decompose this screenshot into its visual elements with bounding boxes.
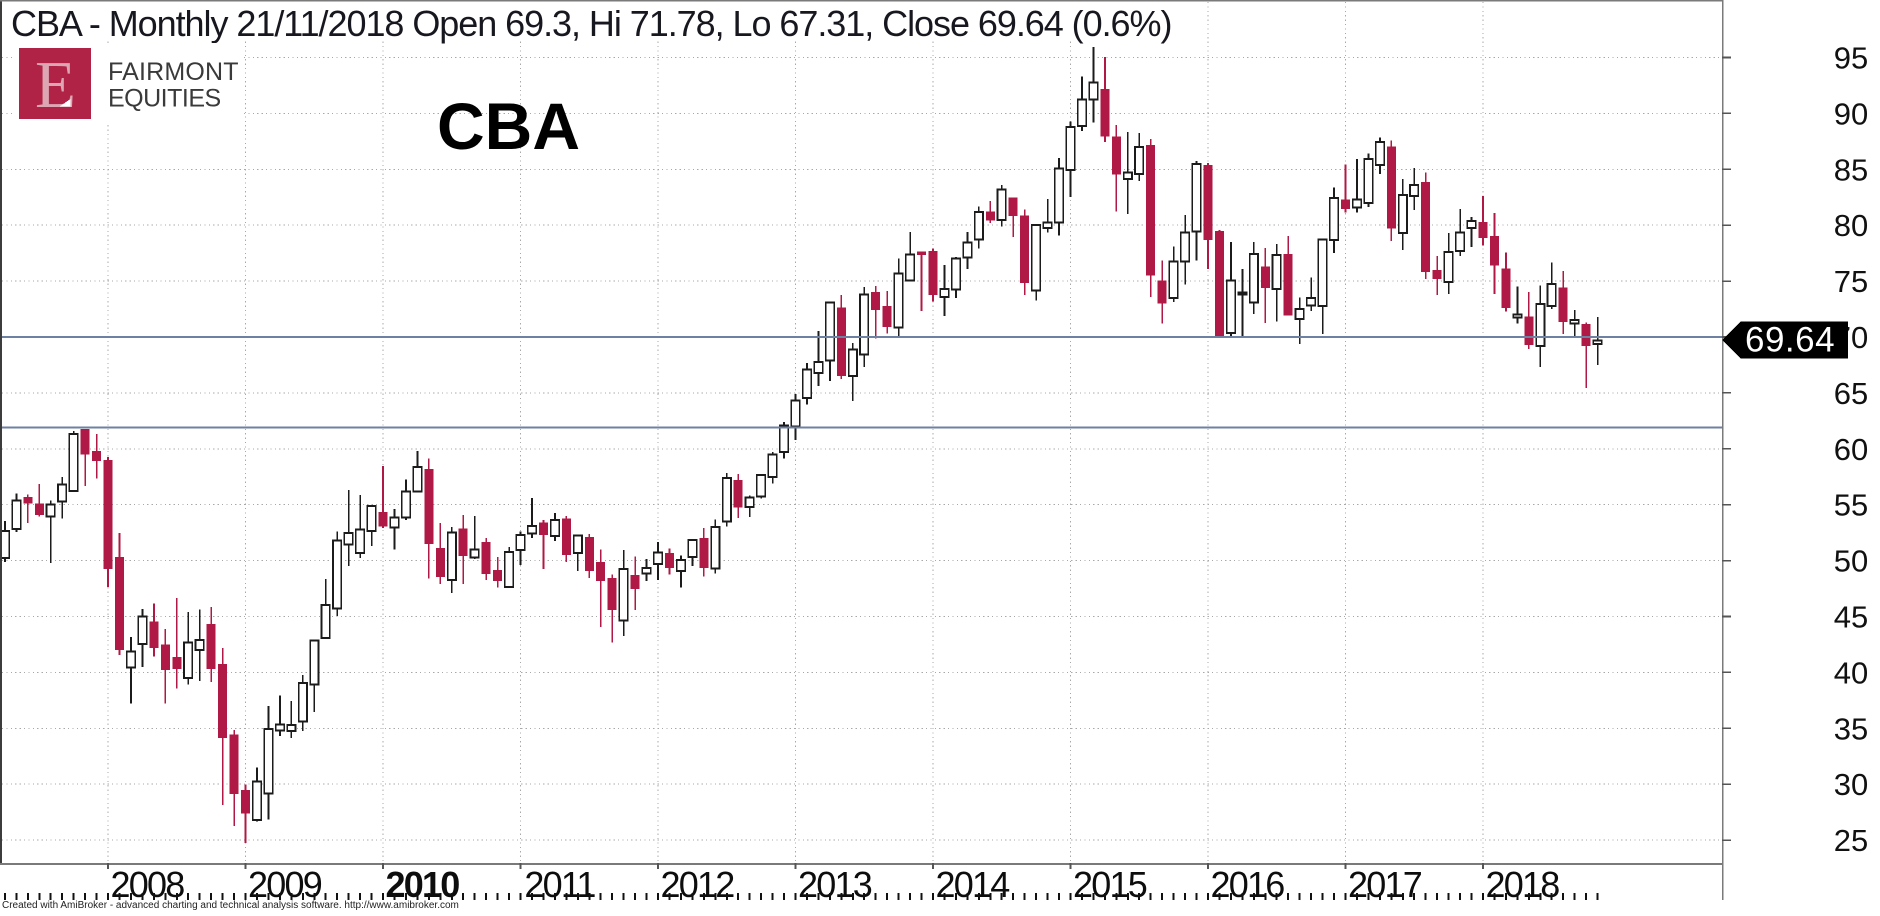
- svg-text:80: 80: [1834, 208, 1868, 243]
- svg-text:2013: 2013: [798, 864, 872, 905]
- svg-text:EQUITIES: EQUITIES: [108, 85, 221, 113]
- svg-text:40: 40: [1834, 655, 1868, 690]
- svg-text:CBA - Monthly 21/11/2018 Open: CBA - Monthly 21/11/2018 Open 69.3, Hi 7…: [11, 3, 1171, 44]
- svg-text:2018: 2018: [1486, 864, 1560, 905]
- svg-text:60: 60: [1834, 432, 1868, 467]
- svg-text:75: 75: [1834, 264, 1868, 299]
- svg-text:35: 35: [1834, 711, 1868, 746]
- svg-text:2011: 2011: [524, 864, 595, 905]
- svg-text:Created with AmiBroker - advan: Created with AmiBroker - advanced charti…: [2, 900, 459, 911]
- svg-text:2015: 2015: [1073, 864, 1147, 905]
- svg-text:2016: 2016: [1211, 864, 1285, 905]
- svg-text:55: 55: [1834, 488, 1868, 523]
- svg-text:CBA: CBA: [437, 89, 580, 163]
- svg-text:2008: 2008: [111, 864, 185, 905]
- svg-text:45: 45: [1834, 600, 1868, 635]
- svg-text:25: 25: [1834, 823, 1868, 858]
- svg-text:85: 85: [1834, 152, 1868, 187]
- svg-text:65: 65: [1834, 376, 1868, 411]
- svg-text:50: 50: [1834, 544, 1868, 579]
- svg-text:E: E: [35, 48, 76, 122]
- svg-text:69.64: 69.64: [1745, 321, 1835, 360]
- svg-text:2010: 2010: [386, 864, 460, 905]
- svg-text:90: 90: [1834, 96, 1868, 131]
- svg-text:30: 30: [1834, 767, 1868, 802]
- svg-text:95: 95: [1834, 41, 1868, 76]
- svg-text:2017: 2017: [1348, 864, 1422, 905]
- svg-text:FAIRMONT: FAIRMONT: [108, 58, 239, 86]
- svg-text:2014: 2014: [936, 864, 1010, 905]
- svg-text:2012: 2012: [661, 864, 735, 905]
- svg-text:2009: 2009: [248, 864, 322, 905]
